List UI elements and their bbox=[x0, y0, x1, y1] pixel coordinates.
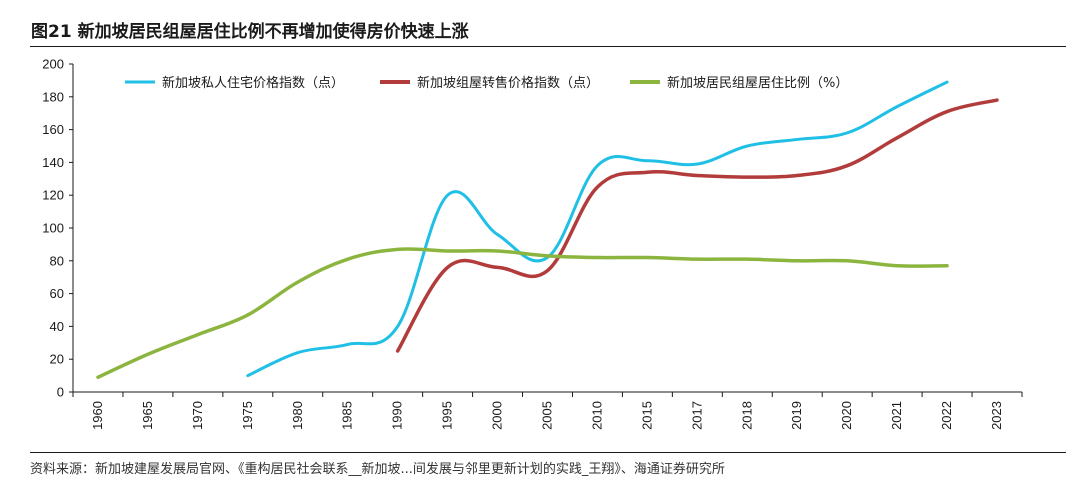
y-tick-label: 140 bbox=[42, 155, 64, 170]
x-tick-label: 2017 bbox=[689, 401, 704, 430]
chart-axes: 0 20 40 60 80 100 120 140 160 180 200 1960 1965 1970 1… bbox=[42, 57, 1023, 430]
x-tick-label: 2020 bbox=[839, 401, 854, 430]
legend-label-3: 新加坡居民组屋居住比例（%） bbox=[667, 75, 848, 91]
x-tick-label: 2018 bbox=[739, 401, 754, 430]
y-tick-label: 60 bbox=[50, 286, 64, 301]
x-tick-label: 1970 bbox=[190, 401, 205, 430]
y-tick-label: 0 bbox=[57, 385, 64, 400]
y-tick-label: 100 bbox=[42, 221, 64, 236]
x-tick-label: 1960 bbox=[90, 401, 105, 430]
y-tick-label: 200 bbox=[42, 57, 64, 72]
x-tick-label: 1985 bbox=[340, 401, 355, 430]
y-tick-label: 120 bbox=[42, 188, 64, 203]
x-tick-label: 2010 bbox=[589, 401, 604, 430]
series-line-3 bbox=[96, 247, 949, 379]
series-line-1 bbox=[246, 80, 949, 378]
x-tick-label: 1995 bbox=[440, 401, 455, 430]
figure-title: 图21 新加坡居民组屋居住比例不再增加使得房价快速上涨 bbox=[31, 22, 469, 42]
legend-label-1: 新加坡私人住宅价格指数（点） bbox=[162, 75, 344, 91]
x-tick-label: 1990 bbox=[390, 401, 405, 430]
chart-legend: 新加坡私人住宅价格指数（点） 新加坡组屋转售价格指数（点） 新加坡居民组屋居住比例（… bbox=[125, 75, 848, 91]
y-tick-label: 40 bbox=[50, 319, 64, 334]
x-tick-label: 2021 bbox=[889, 401, 904, 430]
bottom-rule bbox=[30, 452, 1066, 453]
x-tick-label: 1975 bbox=[240, 401, 255, 430]
x-tick-label: 2023 bbox=[989, 401, 1004, 430]
y-tick-label: 20 bbox=[50, 352, 64, 367]
x-tick-label: 2022 bbox=[939, 401, 954, 430]
x-tick-label: 2005 bbox=[540, 401, 555, 430]
x-tick-label: 1980 bbox=[290, 401, 305, 430]
series-line-2 bbox=[395, 98, 999, 353]
x-tick-label: 2015 bbox=[639, 401, 654, 430]
x-tick-label: 2000 bbox=[490, 401, 505, 430]
chart-series bbox=[96, 80, 999, 379]
y-tick-label: 160 bbox=[42, 122, 64, 137]
x-tick-label: 2019 bbox=[789, 401, 804, 430]
y-tick-label: 180 bbox=[42, 89, 64, 104]
source-note: 资料来源：新加坡建屋发展局官网、《重构居民社会联系__新加坡...间发展与邻里更… bbox=[30, 462, 725, 477]
y-tick-label: 80 bbox=[50, 253, 64, 268]
x-tick-label: 1965 bbox=[140, 401, 155, 430]
legend-label-2: 新加坡组屋转售价格指数（点） bbox=[417, 75, 599, 91]
title-rule bbox=[30, 46, 1066, 47]
